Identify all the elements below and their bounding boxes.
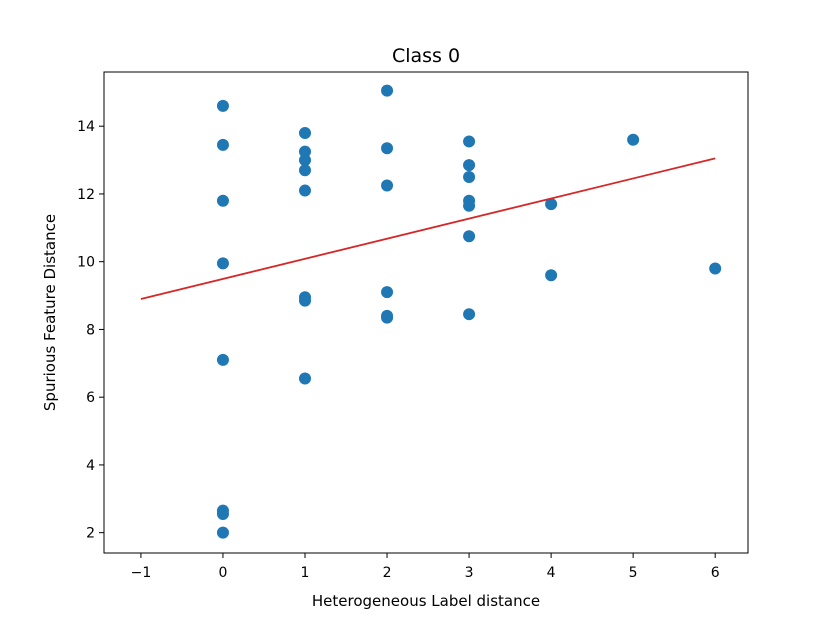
y-tick-label: 2	[86, 526, 95, 542]
scatter-point	[216, 194, 229, 207]
y-axis: 2 4 6 8 10 12 14	[77, 119, 104, 542]
scatter-point	[381, 84, 394, 97]
y-tick-label: 10	[77, 255, 95, 271]
scatter-point	[216, 353, 229, 366]
scatter-point	[298, 184, 311, 197]
scatter-point	[298, 126, 311, 139]
regression-line	[140, 157, 716, 300]
plot-frame	[103, 71, 749, 554]
y-axis-label: Spurious Feature Distance	[41, 214, 59, 411]
x-axis: −1 0 1 2 3 4 5 6	[131, 553, 720, 581]
scatter-point	[463, 230, 476, 243]
x-tick-label: 2	[383, 565, 392, 581]
x-tick-label: 5	[629, 565, 638, 581]
scatter-point	[463, 171, 476, 184]
scatter-point	[381, 311, 394, 324]
scatter-point	[298, 164, 311, 177]
scatter-point	[381, 142, 394, 155]
y-tick-label: 14	[77, 119, 95, 135]
scatter-point	[381, 286, 394, 299]
scatter-point	[463, 159, 476, 172]
scatter-point	[216, 508, 229, 521]
y-tick-label: 8	[86, 322, 95, 338]
x-tick-label: 4	[547, 565, 556, 581]
scatter-point	[463, 308, 476, 321]
scatter-point	[381, 179, 394, 192]
scatter-point	[627, 133, 640, 146]
y-tick-label: 12	[77, 187, 95, 203]
scatter-point	[216, 526, 229, 539]
scatter-point	[298, 294, 311, 307]
x-tick-label: −1	[131, 565, 152, 581]
scatter-point	[463, 199, 476, 212]
scatter-point	[709, 262, 722, 275]
scatter-series	[216, 84, 722, 539]
scatter-point	[216, 138, 229, 151]
scatter-point	[298, 154, 311, 167]
plot-area	[140, 84, 722, 539]
chart-title: Class 0	[392, 45, 460, 67]
y-tick-label: 4	[86, 458, 95, 474]
scatter-point	[298, 145, 311, 158]
scatter-point	[545, 269, 558, 282]
scatter-point	[463, 135, 476, 148]
scatter-point	[545, 198, 558, 211]
x-axis-label: Heterogeneous Label distance	[312, 592, 540, 610]
x-tick-label: 3	[465, 565, 474, 581]
x-tick-label: 1	[301, 565, 310, 581]
x-tick-label: 6	[711, 565, 720, 581]
scatter-point	[216, 257, 229, 270]
scatter-point	[216, 99, 229, 112]
x-tick-label: 0	[218, 565, 227, 581]
y-tick-label: 6	[86, 390, 95, 406]
scatter-point	[298, 372, 311, 385]
